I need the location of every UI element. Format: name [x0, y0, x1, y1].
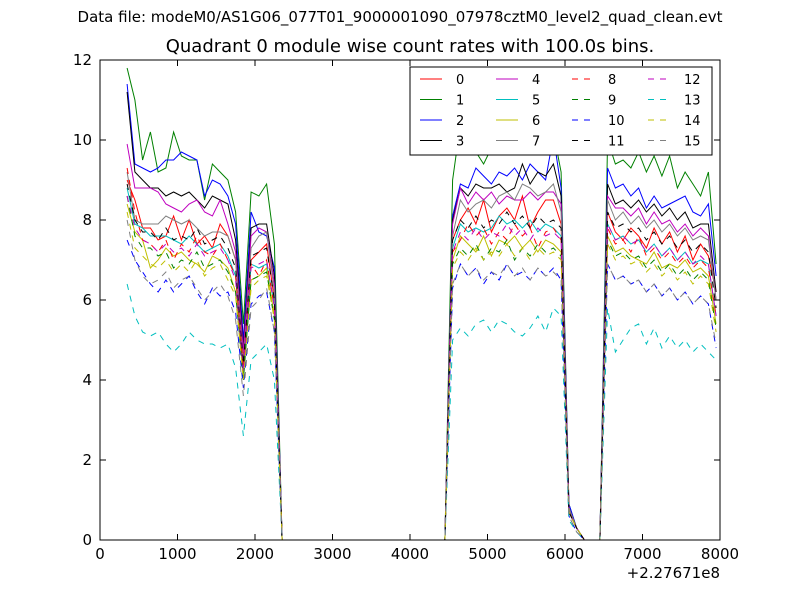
- legend-label-14: 14: [684, 114, 701, 129]
- series-line-4: [126, 143, 717, 541]
- legend-label-6: 6: [532, 114, 540, 129]
- y-tick-label: 2: [82, 451, 92, 469]
- x-tick-label: 1000: [158, 545, 196, 563]
- series-line-3: [126, 91, 717, 541]
- y-tick-label: 0: [82, 531, 92, 549]
- legend-label-3: 3: [456, 135, 464, 150]
- axis-ticks: 0 1000 2000 3000 4000 5000 6000 7000 80000246810…: [73, 51, 739, 563]
- x-tick-label: 5000: [468, 545, 506, 563]
- legend-label-8: 8: [608, 73, 616, 88]
- legend-label-1: 1: [456, 94, 464, 109]
- series-line-6: [126, 203, 717, 541]
- x-tick-label: 6000: [546, 545, 584, 563]
- series-line-13: [126, 283, 717, 541]
- y-tick-label: 4: [82, 371, 92, 389]
- x-tick-label: 7000: [623, 545, 661, 563]
- series-line-8: [126, 167, 717, 541]
- y-tick-label: 12: [73, 51, 92, 69]
- y-tick-label: 10: [73, 131, 92, 149]
- y-tick-label: 8: [82, 211, 92, 229]
- x-offset-label: +2.27671e8: [627, 564, 720, 582]
- series-line-9: [126, 195, 717, 541]
- series-line-0: [126, 179, 717, 541]
- series-line-12: [126, 195, 717, 541]
- legend-label-12: 12: [684, 73, 701, 88]
- legend-label-4: 4: [532, 73, 540, 88]
- legend-label-7: 7: [532, 135, 540, 150]
- series-line-7: [126, 171, 717, 541]
- legend-label-0: 0: [456, 73, 464, 88]
- series-line-15: [126, 219, 717, 541]
- legend-label-9: 9: [608, 94, 616, 109]
- legend-label-10: 10: [608, 114, 625, 129]
- series-line-10: [126, 239, 717, 541]
- data-file-title: Data file: modeM0/AS1G06_077T01_90000010…: [77, 8, 723, 26]
- x-tick-label: 8000: [701, 545, 739, 563]
- legend-label-11: 11: [608, 135, 625, 150]
- x-tick-label: 3000: [313, 545, 351, 563]
- x-tick-label: 2000: [236, 545, 274, 563]
- series-line-14: [126, 211, 717, 541]
- legend-label-15: 15: [684, 135, 701, 150]
- legend-label-2: 2: [456, 114, 464, 129]
- x-tick-label: 0: [95, 545, 105, 563]
- chart-title: Quadrant 0 module wise count rates with …: [165, 36, 655, 57]
- legend-label-5: 5: [532, 94, 540, 109]
- y-tick-label: 6: [82, 291, 92, 309]
- legend-label-13: 13: [684, 94, 701, 109]
- x-tick-label: 4000: [391, 545, 429, 563]
